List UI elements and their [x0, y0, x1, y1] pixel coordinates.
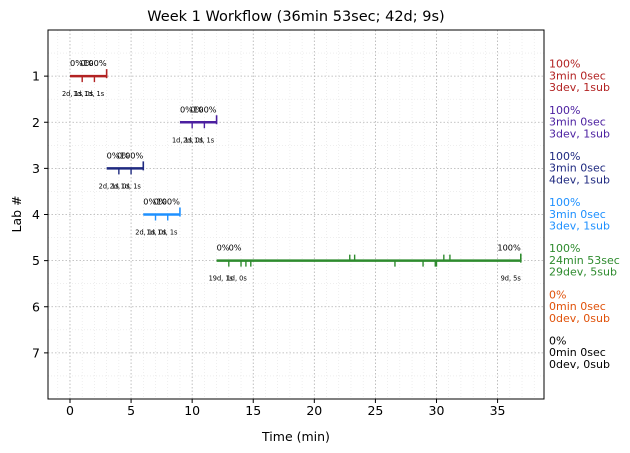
y-axis-label: Lab #	[9, 195, 24, 232]
start-percent-label: 0%	[217, 243, 230, 253]
x-tick-label: 25	[367, 403, 383, 418]
summary-line: 100%	[549, 242, 580, 255]
y-tick-label: 5	[32, 253, 40, 268]
y-tick-label: 2	[32, 115, 40, 130]
summary-line: 100%	[549, 104, 580, 117]
mid-percent-label: 0%	[190, 104, 203, 114]
duration-label: 19d, 1s	[209, 275, 234, 283]
summary-line: 0min 0sec	[549, 300, 606, 313]
summary-line: 3min 0sec	[549, 208, 606, 221]
y-axis: 1 2 3 4 5 6 7	[32, 69, 48, 360]
summary-line: 3min 0sec	[549, 116, 606, 129]
summary-line: 0dev, 0sub	[549, 358, 610, 371]
y-tick-label: 6	[32, 299, 40, 314]
y-tick-label: 4	[32, 207, 40, 222]
mid-percent-label: 0%	[117, 150, 130, 160]
duration-label: 2d, 0s	[110, 182, 131, 190]
x-axis-label: Time (min)	[261, 429, 330, 444]
x-tick-label: 20	[306, 403, 322, 418]
summary-line: 3min 0sec	[549, 69, 606, 82]
summary-line: 0min 0sec	[549, 346, 606, 359]
y-tick-label: 1	[32, 69, 40, 84]
start-percent-label: 0%	[70, 58, 83, 68]
chart-title: Week 1 Workflow (36min 53sec; 42d; 9s)	[147, 9, 444, 25]
end-percent-label: 100%	[157, 197, 181, 207]
y-tick-label: 3	[32, 161, 40, 176]
end-percent-label: 100%	[120, 150, 144, 160]
duration-label: 1d, 1s	[172, 136, 193, 144]
end-duration-label: 9d, 5s	[501, 275, 522, 283]
x-tick-label: 15	[245, 403, 261, 418]
duration-label: 1d, 1s	[84, 90, 105, 98]
start-percent-label: 0%	[107, 150, 120, 160]
summary-line: 3min 0sec	[549, 162, 606, 175]
summary-line: 100%	[549, 150, 580, 163]
duration-label: 1d, 0s	[73, 90, 94, 98]
x-tick-label: 0	[66, 403, 74, 418]
duration-label: 1d, 1s	[121, 182, 142, 190]
summary-line: 3dev, 1sub	[549, 127, 610, 140]
summary-line: 3dev, 1sub	[549, 81, 610, 94]
mid-percent-label: 0%	[80, 58, 93, 68]
x-tick-label: 10	[184, 403, 200, 418]
x-tick-label: 30	[429, 403, 445, 418]
duration-label: 1d, 1s	[194, 136, 215, 144]
end-percent-label: 100%	[193, 104, 217, 114]
summary-line: 0%	[549, 334, 566, 347]
duration-label: 2d, 1s	[62, 90, 83, 98]
end-percent-label: 100%	[83, 58, 107, 68]
x-tick-label: 5	[127, 403, 135, 418]
summary-line: 0dev, 0sub	[549, 312, 610, 325]
mid-percent-label: 0%	[154, 197, 167, 207]
start-percent-label: 0%	[180, 104, 193, 114]
x-axis: 0 5 10 15 20 25 30 35	[66, 399, 506, 418]
summary-line: 100%	[549, 58, 580, 71]
y-tick-label: 7	[32, 345, 40, 360]
duration-label: 2d, 1s	[135, 229, 156, 237]
mid-percent-label: 0%	[229, 243, 242, 253]
summary-line: 24min 53sec	[549, 254, 620, 267]
duration-label: 2d, 1s	[99, 182, 120, 190]
duration-label: 2d, 0s	[183, 136, 204, 144]
x-tick-label: 35	[490, 403, 506, 418]
summary-line: 100%	[549, 196, 580, 209]
summary-line: 29dev, 5sub	[549, 266, 617, 279]
duration-label: 1d, 0s	[146, 229, 167, 237]
duration-label: 1d, 0s	[227, 275, 248, 283]
end-percent-label: 100%	[497, 243, 521, 253]
duration-label: 1d, 1s	[157, 229, 178, 237]
summary-line: 0%	[549, 288, 566, 301]
start-percent-label: 0%	[143, 197, 156, 207]
summary-line: 4dev, 1sub	[549, 173, 610, 186]
summary-line: 3dev, 1sub	[549, 220, 610, 233]
grid	[48, 30, 544, 399]
